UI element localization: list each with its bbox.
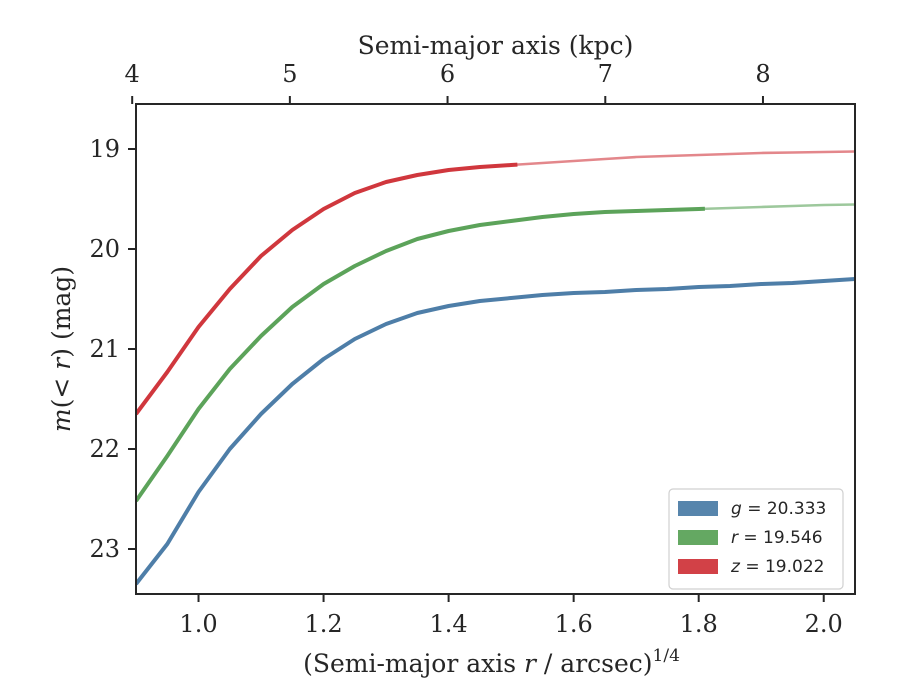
- y-axis-title: m(< r) (mag): [47, 266, 76, 432]
- x-tick-label: 2.0: [805, 610, 843, 638]
- legend-swatch-z: [678, 559, 718, 574]
- series-line-r: [136, 206, 705, 503]
- axes: 1.0 1.2 1.4 1.6 1.8 2.0 19 20 21 22 23 4 5 6 7 8 Semi-ma…: [47, 31, 856, 678]
- y-tick-label: 19: [89, 135, 120, 163]
- legend-label-z: z = 19.022: [730, 557, 824, 577]
- legend-swatch-g: [678, 501, 718, 516]
- solid-curves: [136, 162, 855, 586]
- legend-swatch-r: [678, 530, 718, 545]
- x-tick-label: 1.2: [304, 610, 342, 638]
- legend-label-g: g = 20.333: [731, 499, 826, 519]
- top-axis-title: Semi-major axis (kpc): [358, 31, 634, 60]
- top-tick-label: 6: [440, 60, 455, 88]
- x-tick-label: 1.6: [555, 610, 593, 638]
- x-axis-title: (Semi-major axis r / arcsec)1/4: [303, 646, 680, 678]
- top-tick-label: 5: [282, 60, 297, 88]
- x-tick-label: 1.4: [430, 610, 468, 638]
- top-tick-label: 8: [755, 60, 770, 88]
- y-tick-label: 20: [89, 235, 120, 263]
- y-tick-label: 21: [89, 335, 120, 363]
- x-tick-label: 1.8: [680, 610, 718, 638]
- series-faded-z: [136, 150, 855, 416]
- series-line-z: [136, 162, 518, 416]
- legend-label-r: r = 19.546: [731, 528, 823, 548]
- y-tick-label: 23: [89, 535, 120, 563]
- series-line-g: [136, 277, 855, 586]
- y-tick-label: 22: [89, 435, 120, 463]
- legend: g = 20.333 r = 19.546 z = 19.022: [668, 488, 844, 590]
- top-tick-label: 4: [125, 60, 140, 88]
- top-tick-label: 7: [598, 60, 613, 88]
- x-tick-label: 1.0: [179, 610, 217, 638]
